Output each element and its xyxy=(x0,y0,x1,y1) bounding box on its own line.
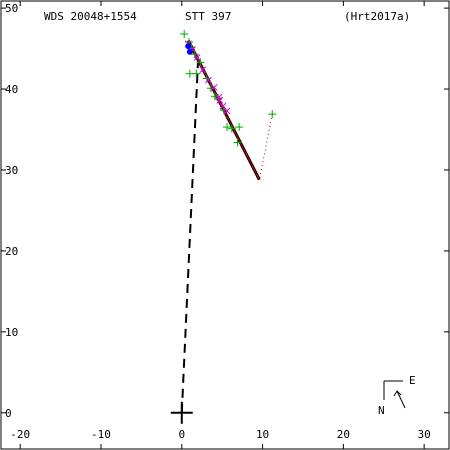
green-plus-point xyxy=(268,110,277,119)
x-b xyxy=(223,107,231,115)
magenta-x-point xyxy=(223,107,231,115)
compass-east-label: E xyxy=(409,374,416,387)
compass-north-label: N xyxy=(378,404,385,417)
x-b xyxy=(219,102,227,110)
header-left: WDS 20048+1554 xyxy=(44,10,137,23)
y-tick-label: 20 xyxy=(5,245,18,258)
green-plus-point xyxy=(235,123,244,132)
y-tick-label: 40 xyxy=(5,83,18,96)
x-b xyxy=(210,84,218,91)
y-tick-label: 30 xyxy=(5,164,18,177)
green-plus-point xyxy=(192,69,201,78)
magenta-x-point xyxy=(210,84,218,91)
header-right: (Hrt2017a) xyxy=(344,10,410,23)
observations xyxy=(170,29,277,424)
magenta-x-point xyxy=(199,66,207,73)
green-plus-point xyxy=(180,29,189,38)
compass: E N xyxy=(378,374,416,417)
x-tick-label: 20 xyxy=(337,428,350,441)
magenta-x-point xyxy=(219,102,227,110)
header-center: STT 397 xyxy=(185,10,231,23)
x-tick-label: 30 xyxy=(418,428,431,441)
compass-arrow-shaft xyxy=(396,390,406,409)
x-b xyxy=(193,54,201,61)
blue-point xyxy=(186,48,193,55)
green-plus-point xyxy=(227,124,236,133)
green-plus-point xyxy=(233,138,242,147)
x-tick-label: 0 xyxy=(178,428,185,441)
x-tick-label: -10 xyxy=(91,428,111,441)
y-tick-label: 10 xyxy=(5,326,18,339)
x-tick-label: -20 xyxy=(10,428,30,441)
x-b xyxy=(215,93,223,101)
periastron-dashed-line xyxy=(180,63,199,413)
x-b xyxy=(216,97,224,104)
y-tick-label: 50 xyxy=(5,2,18,15)
blue-point xyxy=(185,43,192,50)
x-b xyxy=(199,66,207,73)
green-plus-point xyxy=(223,123,232,132)
primary-star-marker xyxy=(170,401,193,424)
magenta-x-point xyxy=(205,76,212,84)
compass-arrow-head xyxy=(393,390,402,397)
y-tick-label: 0 xyxy=(5,407,12,420)
magenta-x-point xyxy=(216,97,224,104)
magenta-x-point xyxy=(193,54,201,61)
x-b xyxy=(205,76,212,84)
green-plus-point xyxy=(196,58,205,67)
x-tick-label: 10 xyxy=(256,428,269,441)
